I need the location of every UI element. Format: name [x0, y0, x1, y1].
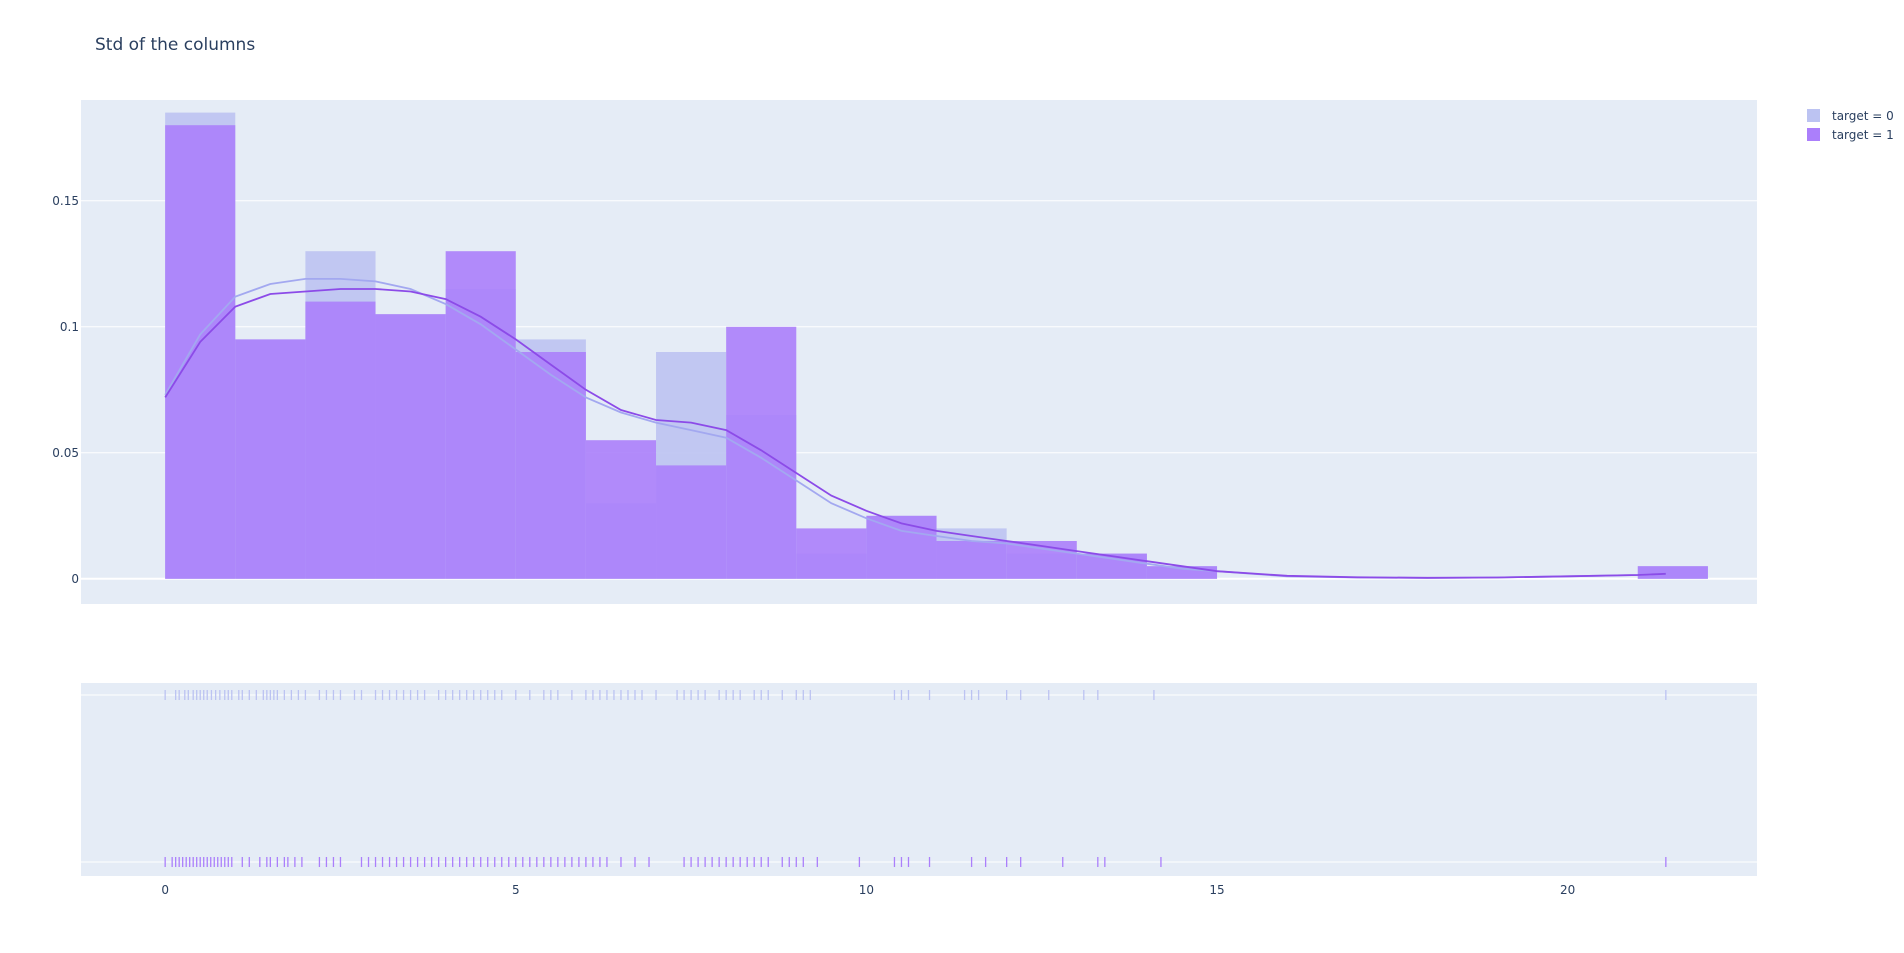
x-tick-label: 5 — [512, 883, 520, 897]
histogram-bar-target-1 — [866, 515, 937, 579]
kde-curves — [164, 278, 1666, 579]
histogram-bar-target-1 — [515, 352, 586, 579]
histogram-bar-target-1 — [936, 541, 1007, 579]
chart-title: Std of the columns — [95, 35, 255, 55]
rug-plot-area — [81, 683, 1757, 876]
legend-label: target = 0 — [1832, 109, 1894, 123]
y-tick-label: 0 — [71, 572, 79, 586]
histogram-bar-target-1 — [445, 251, 516, 579]
legend-swatch — [1807, 128, 1820, 141]
legend-item-target-0[interactable]: target = 0 — [1807, 109, 1894, 123]
x-tick-label: 15 — [1209, 883, 1224, 897]
histogram-bar-target-1 — [375, 314, 446, 579]
histogram-bar-target-1 — [1637, 566, 1708, 579]
histogram-bar-target-1 — [796, 528, 867, 579]
histogram-bar-target-1 — [235, 339, 306, 579]
histogram-bars — [165, 112, 1708, 579]
histogram-bar-target-1 — [305, 301, 376, 579]
histogram-bar-target-1 — [1006, 541, 1077, 579]
histogram-bar-target-1 — [165, 125, 236, 579]
y-tick-label: 0.15 — [52, 194, 79, 208]
x-axis-tick-labels: 0 5 10 15 20 — [161, 883, 1575, 897]
kde-curve-target-1 — [164, 288, 1666, 579]
legend: target = 0 target = 1 — [1807, 109, 1894, 142]
histogram-bar-target-1 — [1076, 553, 1147, 579]
y-axis-tick-labels: 0 0.05 0.1 0.15 — [52, 194, 79, 586]
rug-marks — [164, 690, 1667, 867]
y-tick-label: 0.05 — [52, 446, 79, 460]
legend-item-target-1[interactable]: target = 1 — [1807, 128, 1894, 142]
legend-label: target = 1 — [1832, 128, 1894, 142]
x-tick-label: 10 — [859, 883, 874, 897]
y-tick-label: 0.1 — [60, 320, 79, 334]
x-tick-label: 0 — [161, 883, 169, 897]
legend-swatch — [1807, 109, 1820, 122]
histogram-bar-target-1 — [726, 326, 797, 579]
histogram-bar-target-1 — [585, 440, 657, 579]
x-tick-label: 20 — [1560, 883, 1575, 897]
histogram-bar-target-1 — [656, 465, 727, 579]
